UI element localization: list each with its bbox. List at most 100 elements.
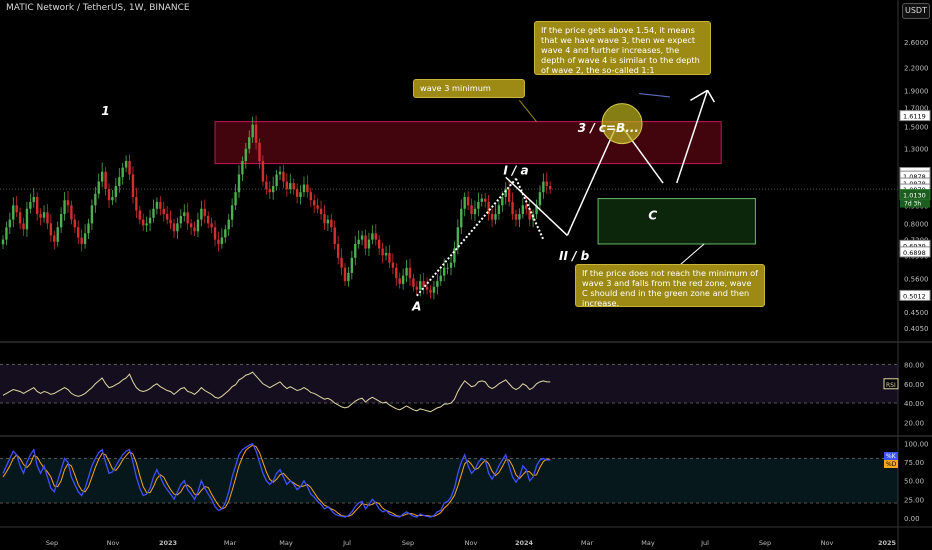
wave-label: 1 bbox=[101, 104, 109, 118]
note-wave-c-scenario: If the price does not reach the minimum … bbox=[575, 264, 765, 308]
candle-body bbox=[234, 192, 237, 206]
candle-body bbox=[285, 181, 289, 190]
candle-body bbox=[87, 223, 90, 234]
candle-body bbox=[254, 124, 258, 143]
candle-body bbox=[422, 281, 425, 287]
candle-body bbox=[442, 267, 446, 276]
time-axis-label: Nov bbox=[465, 539, 478, 547]
candle-body bbox=[507, 189, 511, 202]
candle-body bbox=[179, 215, 183, 224]
candle-body bbox=[261, 161, 265, 182]
price-tick-label: 1.9000 bbox=[904, 87, 929, 95]
price-label-box bbox=[899, 246, 931, 258]
candle-body bbox=[429, 289, 432, 293]
callout-line bbox=[676, 243, 705, 269]
candle-body bbox=[203, 208, 206, 216]
candle-body bbox=[70, 205, 73, 220]
wave-dotted-line bbox=[416, 178, 517, 297]
candle-body bbox=[46, 212, 49, 224]
candle-body bbox=[419, 281, 422, 290]
candle-body bbox=[381, 248, 384, 256]
wave-label: II / b bbox=[559, 249, 590, 263]
candle-body bbox=[271, 186, 275, 193]
candle-body bbox=[364, 235, 367, 249]
candle-body bbox=[189, 223, 193, 228]
candle-body bbox=[354, 243, 357, 258]
candle-body bbox=[100, 171, 104, 182]
candle-body bbox=[525, 205, 528, 209]
candle-body bbox=[497, 205, 501, 215]
wave-line bbox=[676, 90, 709, 184]
time-axis-label: Nov bbox=[107, 539, 120, 547]
candle-body bbox=[135, 196, 138, 211]
candle-body bbox=[528, 208, 531, 220]
candle-body bbox=[309, 192, 312, 201]
candle-body bbox=[504, 189, 507, 197]
symbol-title: MATIC Network / TetherUS, 1W, BINANCE bbox=[6, 3, 190, 13]
candle-body bbox=[463, 196, 466, 209]
price-tick-label: 1.3000 bbox=[904, 146, 929, 154]
candle-body bbox=[275, 174, 278, 187]
candle-body bbox=[213, 227, 217, 240]
candle-body bbox=[241, 161, 244, 175]
price-tick-label: 1.7000 bbox=[904, 104, 929, 112]
stoch-d-line bbox=[2, 444, 551, 517]
candle-body bbox=[83, 233, 87, 244]
candle-body bbox=[118, 177, 121, 187]
candle-body bbox=[56, 227, 59, 242]
price-label-text: 0.5012 bbox=[903, 292, 926, 300]
time-axis-label: Sep bbox=[402, 539, 414, 547]
candle-body bbox=[162, 208, 165, 215]
rsi-tick-label: 60.00 bbox=[904, 381, 924, 389]
price-tick-label: 0.4500 bbox=[904, 309, 929, 317]
candle-body bbox=[59, 214, 63, 228]
candle-body bbox=[501, 196, 504, 206]
candle-body bbox=[25, 208, 29, 230]
candle-body bbox=[336, 243, 340, 258]
candle-body bbox=[207, 215, 210, 224]
candle-body bbox=[200, 208, 203, 220]
candle-body bbox=[131, 174, 135, 197]
candle-body bbox=[251, 124, 254, 138]
candle-body bbox=[511, 201, 514, 215]
time-axis-label: Mar bbox=[224, 539, 237, 547]
candle-body bbox=[217, 239, 220, 244]
candle-body bbox=[460, 208, 463, 228]
arrow-head bbox=[706, 89, 716, 103]
price-tick-label: 0.4050 bbox=[904, 325, 929, 333]
candle-body bbox=[473, 208, 477, 215]
candle-body bbox=[374, 233, 377, 240]
candle-body bbox=[145, 223, 148, 226]
candle-body bbox=[545, 181, 548, 187]
wave-label: I / a bbox=[503, 163, 528, 177]
candle-body bbox=[292, 183, 295, 190]
candle-body bbox=[415, 286, 419, 290]
candle-body bbox=[193, 227, 196, 232]
candle-body bbox=[542, 181, 545, 193]
time-axis-label: May bbox=[279, 539, 293, 547]
candle-body bbox=[155, 201, 159, 209]
price-tick-label: 0.5600 bbox=[904, 275, 929, 283]
candle-body bbox=[5, 227, 8, 240]
candle-body bbox=[432, 286, 436, 293]
candle-body bbox=[289, 183, 292, 190]
candle-body bbox=[53, 235, 56, 242]
candle-body bbox=[66, 200, 70, 206]
candle-body bbox=[484, 198, 487, 202]
candle-body bbox=[347, 272, 350, 282]
currency-button[interactable]: USDT bbox=[902, 3, 930, 19]
candle-body bbox=[299, 192, 302, 197]
rsi-line bbox=[2, 371, 551, 413]
time-axis-label: 2024 bbox=[515, 539, 534, 547]
candle-body bbox=[265, 181, 268, 190]
time-axis-label: Jul bbox=[342, 539, 351, 547]
candle-body bbox=[549, 186, 552, 190]
rsi-badge bbox=[883, 378, 899, 390]
candle-body bbox=[224, 229, 227, 238]
candle-body bbox=[449, 262, 453, 268]
candle-body bbox=[401, 275, 405, 284]
price-label-text: 1.0878 bbox=[903, 173, 926, 181]
price-tick-label: 2.2000 bbox=[904, 65, 929, 73]
candle-body bbox=[73, 219, 77, 228]
wave-dotted-line bbox=[515, 178, 545, 241]
